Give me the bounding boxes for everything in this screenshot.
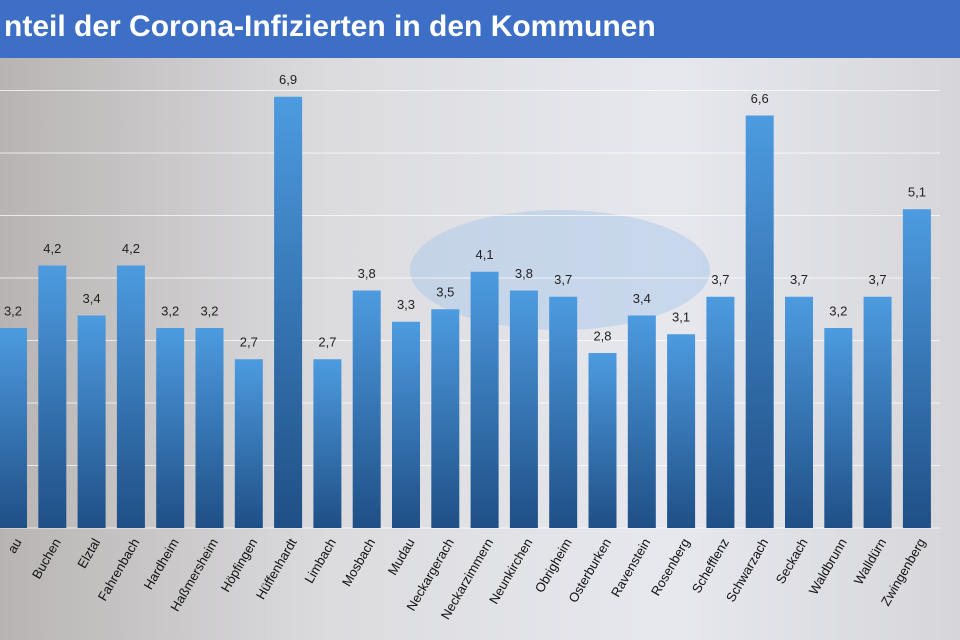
value-label: 6,9 [279, 72, 297, 87]
value-label: 3,4 [83, 291, 101, 306]
value-label: 3,1 [672, 310, 690, 325]
bar [156, 328, 185, 528]
bar [195, 328, 224, 528]
bar [0, 328, 27, 528]
bar [431, 309, 460, 528]
bar [509, 290, 538, 528]
value-label: 3,2 [161, 303, 179, 318]
value-label: 3,7 [869, 272, 887, 287]
bar [627, 315, 656, 528]
value-label: 2,8 [593, 328, 611, 343]
value-label: 3,8 [515, 266, 533, 281]
value-label: 3,2 [4, 303, 22, 318]
value-label: 5,1 [908, 185, 926, 200]
bar [116, 265, 145, 528]
bar [588, 353, 617, 528]
value-label: 3,8 [358, 266, 376, 281]
bar [274, 96, 303, 528]
bar [470, 271, 499, 528]
bar [38, 265, 67, 528]
value-label: 2,7 [240, 335, 258, 350]
bar [706, 296, 735, 528]
bar [667, 334, 696, 528]
value-label: 3,7 [790, 272, 808, 287]
value-label: 6,6 [751, 91, 769, 106]
value-label: 2,7 [318, 335, 336, 350]
bar [902, 209, 931, 528]
chart-title: nteil der Corona-Infizierten in den Komm… [4, 10, 656, 43]
value-label: 3,5 [436, 285, 454, 300]
value-label: 4,2 [43, 241, 61, 256]
bar [824, 328, 853, 528]
bar [77, 315, 106, 528]
bar [549, 296, 578, 528]
bar [313, 359, 342, 528]
value-label: 3,4 [633, 291, 651, 306]
value-label: 3,7 [711, 272, 729, 287]
value-label: 3,2 [829, 303, 847, 318]
value-label: 3,7 [554, 272, 572, 287]
bar [392, 321, 420, 528]
bar [234, 359, 263, 528]
bar [863, 296, 892, 528]
value-label: 3,2 [200, 303, 218, 318]
value-label: 4,2 [122, 241, 140, 256]
bar [352, 290, 381, 528]
title-bar [0, 0, 960, 58]
x-tick-label: au [4, 536, 24, 556]
bar [745, 115, 774, 528]
value-label: 4,1 [476, 247, 494, 262]
value-label: 3,3 [397, 297, 415, 312]
bar [785, 296, 813, 528]
